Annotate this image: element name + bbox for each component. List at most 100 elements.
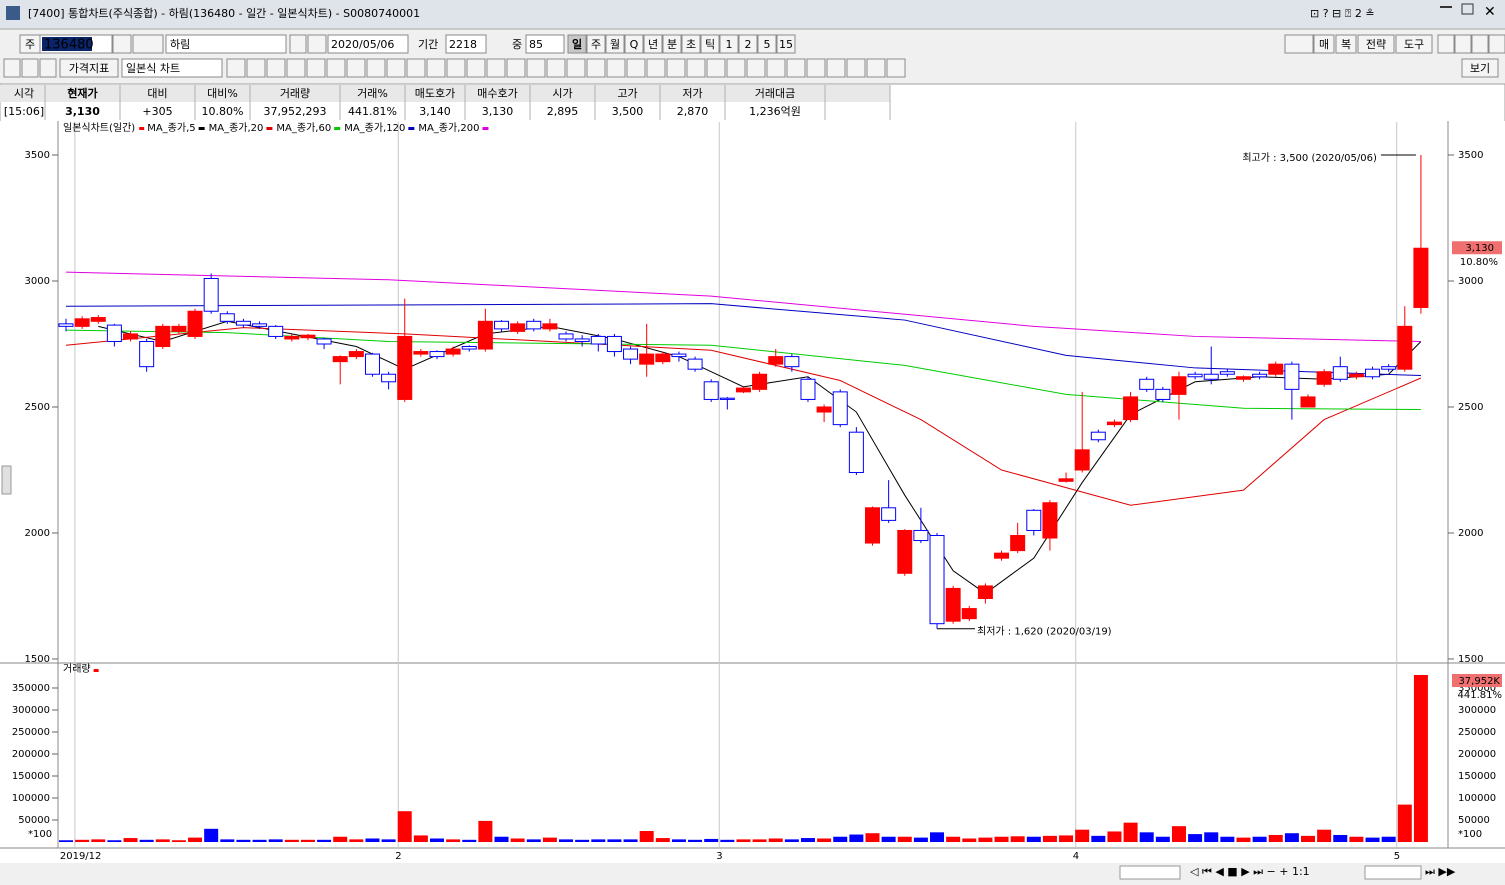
drawing-tool[interactable] — [226, 58, 246, 78]
nav-icon[interactable] — [39, 58, 57, 78]
scroll-track[interactable] — [1119, 865, 1181, 880]
right-button[interactable] — [1357, 34, 1395, 54]
count-input[interactable] — [525, 34, 565, 54]
period-button[interactable] — [776, 34, 796, 54]
drawing-tool[interactable] — [686, 58, 706, 78]
period-input[interactable] — [445, 34, 487, 54]
cloud-button[interactable] — [1284, 34, 1314, 54]
drawing-tool[interactable] — [586, 58, 606, 78]
zoom-slider[interactable] — [1364, 865, 1422, 880]
drawing-tool[interactable] — [746, 58, 766, 78]
drawing-tool[interactable] — [506, 58, 526, 78]
drawing-tool[interactable] — [346, 58, 366, 78]
period-button[interactable] — [605, 34, 625, 54]
drawing-tool[interactable] — [286, 58, 306, 78]
drawing-tool[interactable] — [866, 58, 886, 78]
tool-icon[interactable] — [1437, 34, 1455, 54]
candle-body — [252, 323, 268, 327]
drawing-tool[interactable] — [306, 58, 326, 78]
name-input[interactable] — [165, 34, 287, 54]
period-button[interactable] — [586, 34, 606, 54]
volume-bar — [1059, 835, 1074, 843]
drawing-tool[interactable] — [486, 58, 506, 78]
volume-bar — [59, 840, 73, 843]
drawing-tool[interactable] — [426, 58, 446, 78]
drawing-tool[interactable] — [846, 58, 866, 78]
maximize[interactable] — [1461, 3, 1474, 15]
sort-button[interactable] — [132, 34, 164, 54]
tool-icon[interactable] — [1488, 34, 1505, 54]
tool-icon[interactable] — [1454, 34, 1472, 54]
prev-button[interactable] — [307, 34, 327, 54]
drawing-tool[interactable] — [626, 58, 646, 78]
period-button-label: 틱 — [705, 38, 715, 51]
quote-header: 매도호가 — [415, 87, 455, 100]
candle-body — [477, 320, 493, 350]
drawing-tool[interactable] — [806, 58, 826, 78]
period-button[interactable] — [567, 34, 587, 54]
end-controls[interactable]: ⏭ ▶▶ — [1425, 865, 1456, 878]
drawing-tool[interactable] — [266, 58, 286, 78]
drawing-tool[interactable] — [246, 58, 266, 78]
period-button[interactable] — [624, 34, 644, 54]
drawing-tool[interactable] — [366, 58, 386, 78]
candle-body — [1123, 396, 1139, 421]
drawing-tool[interactable] — [566, 58, 586, 78]
drawing-tool[interactable] — [726, 58, 746, 78]
period-button[interactable] — [719, 34, 739, 54]
indicator-button[interactable] — [59, 58, 119, 78]
nav-controls[interactable]: ◁ ⏮ ◀ ■ ▶ ⏭ − + 1:1 — [1190, 865, 1310, 878]
drawing-tool[interactable] — [666, 58, 686, 78]
window-icons[interactable]: ⊡ ? ⊟ ⍰ 2 ≗ — [1310, 7, 1375, 20]
drawing-tool[interactable] — [886, 58, 906, 78]
search-button[interactable] — [112, 34, 132, 54]
close[interactable]: ✕ — [1484, 4, 1496, 20]
period-button[interactable] — [681, 34, 701, 54]
view-button[interactable] — [1461, 58, 1499, 78]
period-button[interactable] — [700, 34, 720, 54]
drawing-tool[interactable] — [546, 58, 566, 78]
period-button[interactable] — [738, 34, 758, 54]
count: 85 — [529, 38, 543, 51]
side-toggle[interactable] — [1, 465, 12, 495]
date: 2020/05/06 — [331, 38, 394, 51]
drawing-tool[interactable] — [466, 58, 486, 78]
next-button[interactable] — [289, 34, 307, 54]
candle-body — [1252, 373, 1268, 378]
date-input[interactable] — [327, 34, 409, 54]
drawing-tool[interactable] — [386, 58, 406, 78]
chart-style-select[interactable] — [121, 58, 223, 78]
drawing-tool[interactable] — [406, 58, 426, 78]
candle-body — [58, 323, 74, 327]
y-tick-label: 350000 — [12, 683, 50, 694]
nav-icon[interactable] — [3, 58, 21, 78]
period-button[interactable] — [643, 34, 663, 54]
volume-bar — [623, 839, 638, 843]
tool-icon[interactable] — [1471, 34, 1489, 54]
drawing-tool[interactable] — [786, 58, 806, 78]
drawing-tool[interactable] — [646, 58, 666, 78]
drawing-tool[interactable] — [446, 58, 466, 78]
volume-bar — [284, 839, 299, 843]
y-tick-label: 150000 — [1458, 771, 1496, 782]
drawing-tool[interactable] — [326, 58, 346, 78]
right-button[interactable] — [1335, 34, 1357, 54]
period-button-label: 1 — [726, 38, 733, 51]
nav-icon[interactable] — [21, 58, 39, 78]
minimize[interactable] — [1440, 6, 1452, 8]
drawing-tool[interactable] — [526, 58, 546, 78]
separator — [0, 28, 1505, 30]
drawing-tool[interactable] — [606, 58, 626, 78]
period-button[interactable] — [662, 34, 682, 54]
drawing-tool[interactable] — [706, 58, 726, 78]
candle-body — [219, 313, 235, 322]
drawing-tool[interactable] — [826, 58, 846, 78]
drawing-tool[interactable] — [766, 58, 786, 78]
volume-bar — [1075, 829, 1090, 843]
y-tick-label: 100000 — [12, 793, 50, 804]
period-button[interactable] — [757, 34, 777, 54]
right-button[interactable] — [1395, 34, 1433, 54]
right-button[interactable] — [1313, 34, 1335, 54]
count-label: 중 — [512, 38, 522, 51]
